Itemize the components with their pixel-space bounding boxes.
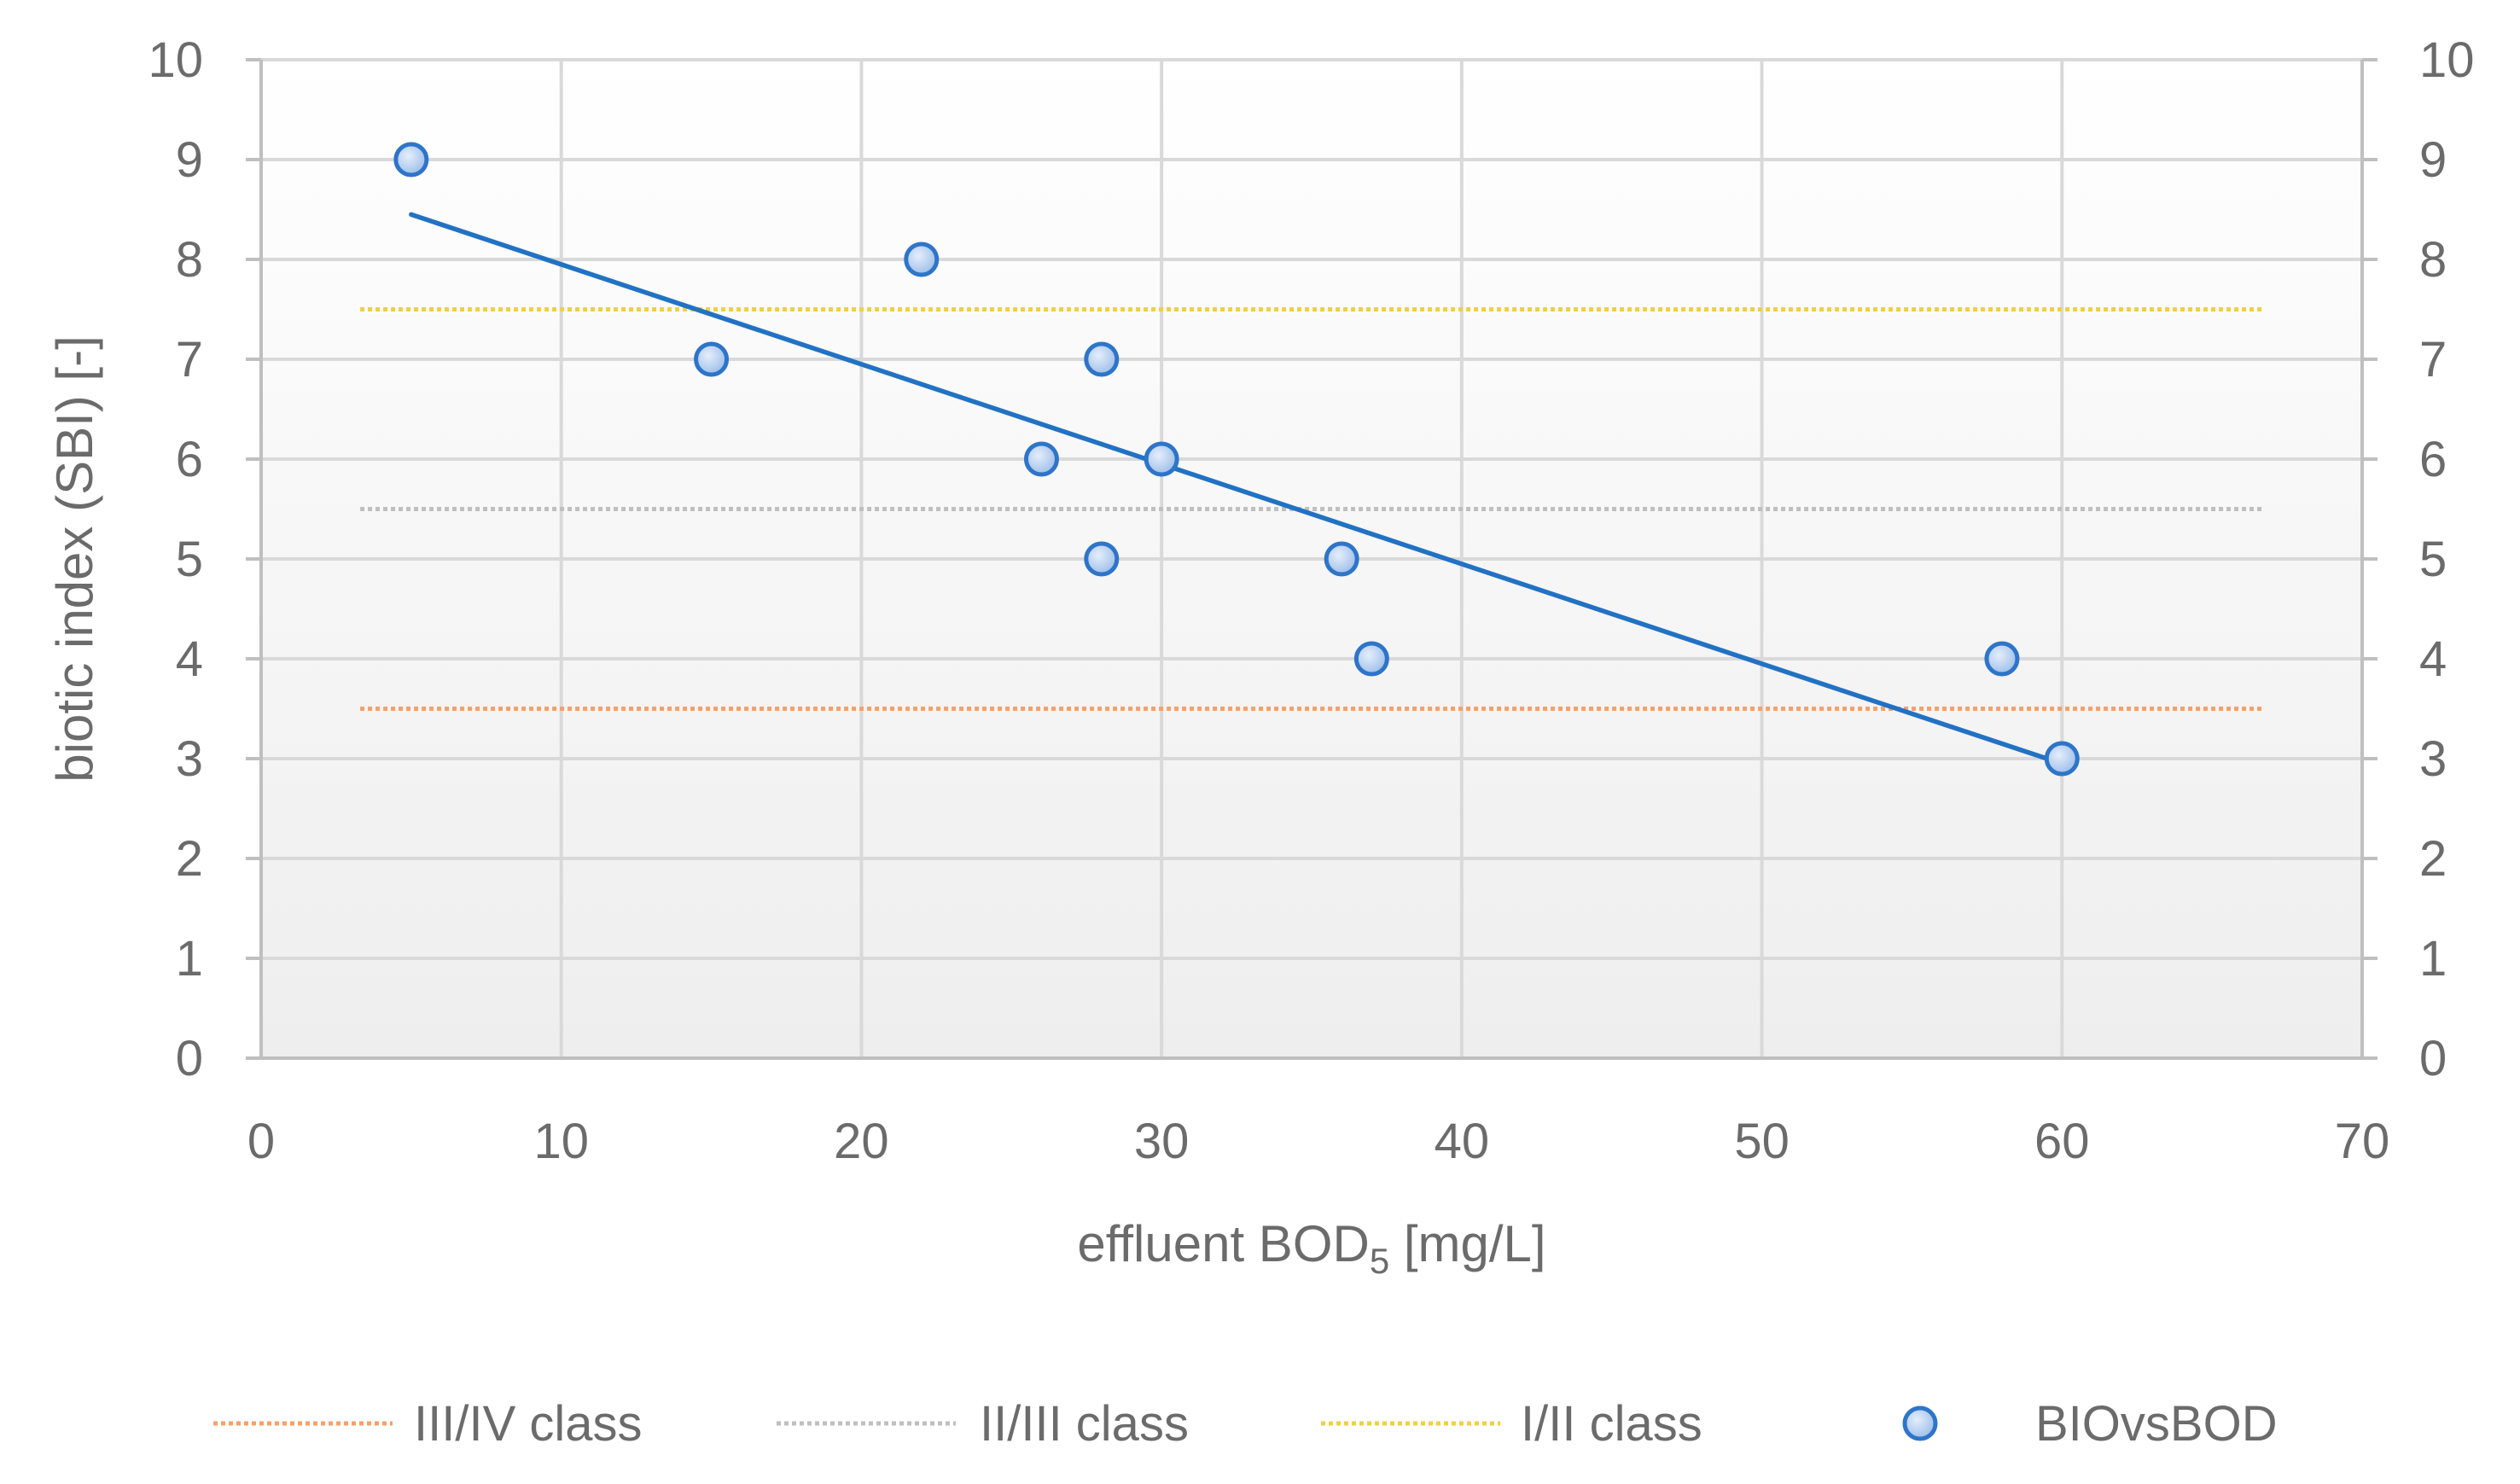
x-axis-title: effluent BOD5 [mg/L] <box>1077 1215 1545 1281</box>
scatter-point <box>1084 541 1120 577</box>
x-axis-title-unit: [mg/L] <box>1389 1215 1545 1272</box>
axes <box>246 58 2377 1060</box>
y-tick-label-right: 3 <box>2419 731 2447 787</box>
y-tick-label-right: 8 <box>2419 232 2447 288</box>
y-tick-label-right: 2 <box>2419 831 2447 887</box>
right-y-tick-labels: 0 1 2 3 4 5 6 7 8 9 10 <box>2419 32 2475 1086</box>
x-tick-label: 70 <box>2335 1114 2390 1169</box>
x-tick-label: 20 <box>834 1114 889 1169</box>
y-tick-label-right: 0 <box>2419 1031 2447 1086</box>
scatter-point <box>1353 641 1389 677</box>
y-tick-label-right: 6 <box>2419 432 2447 487</box>
x-axis-title-subscript: 5 <box>1370 1241 1389 1281</box>
legend-swatch-marker <box>1902 1405 1938 1441</box>
y-tick-label-left: 3 <box>176 731 203 787</box>
y-tick-label-left: 7 <box>176 332 203 387</box>
x-axis-title-main: effluent BOD <box>1077 1215 1369 1272</box>
trendline-group <box>409 212 2065 766</box>
x-tick-labels: 0 10 20 30 40 50 60 70 <box>247 1114 2389 1169</box>
y-axis-title: biotic index (SBI) [-] <box>46 335 103 783</box>
legend-label: I/II class <box>1521 1396 1702 1452</box>
y-tick-label-right: 9 <box>2419 132 2447 188</box>
scatter-point <box>1144 441 1179 477</box>
y-tick-label-left: 9 <box>176 132 203 188</box>
legend-label: II/III class <box>980 1396 1189 1452</box>
x-tick-label: 60 <box>2034 1114 2090 1169</box>
scatter-point <box>904 242 940 277</box>
threshold-lines <box>360 307 2263 711</box>
x-tick-label: 0 <box>247 1114 275 1169</box>
y-tick-label-left: 5 <box>176 532 203 587</box>
scatter-points <box>393 142 2080 777</box>
y-tick-label-right: 10 <box>2419 32 2475 88</box>
y-tick-label-left: 6 <box>176 432 203 487</box>
trendline <box>409 212 2065 766</box>
legend-label: III/IV class <box>414 1396 643 1452</box>
scatter-point <box>1084 341 1120 377</box>
scatter-point <box>1023 441 1059 477</box>
y-tick-label-left: 8 <box>176 232 203 288</box>
y-tick-label-left: 4 <box>176 631 203 687</box>
scatter-point <box>694 341 730 377</box>
scatter-point <box>1324 541 1359 577</box>
y-tick-label-left: 1 <box>176 931 203 986</box>
x-tick-label: 40 <box>1435 1114 1490 1169</box>
scatter-point <box>1984 641 2020 677</box>
y-tick-label-right: 1 <box>2419 931 2447 986</box>
y-tick-label-left: 2 <box>176 831 203 887</box>
left-y-tick-labels: 0 1 2 3 4 5 6 7 8 9 10 <box>148 32 203 1086</box>
y-tick-label-right: 5 <box>2419 532 2447 587</box>
x-tick-label: 10 <box>533 1114 589 1169</box>
legend: III/IV class II/III class I/II class BIOvsB… <box>213 1396 2278 1452</box>
y-tick-label-left: 10 <box>148 32 203 88</box>
x-tick-label: 30 <box>1134 1114 1190 1169</box>
y-tick-label-right: 4 <box>2419 631 2447 687</box>
x-tick-label: 50 <box>1734 1114 1790 1169</box>
scatter-point <box>393 142 429 177</box>
scatter-point <box>2044 741 2080 777</box>
legend-label: BIOvsBOD <box>2035 1396 2278 1452</box>
y-tick-label-right: 7 <box>2419 332 2447 387</box>
y-tick-label-left: 0 <box>176 1031 203 1086</box>
